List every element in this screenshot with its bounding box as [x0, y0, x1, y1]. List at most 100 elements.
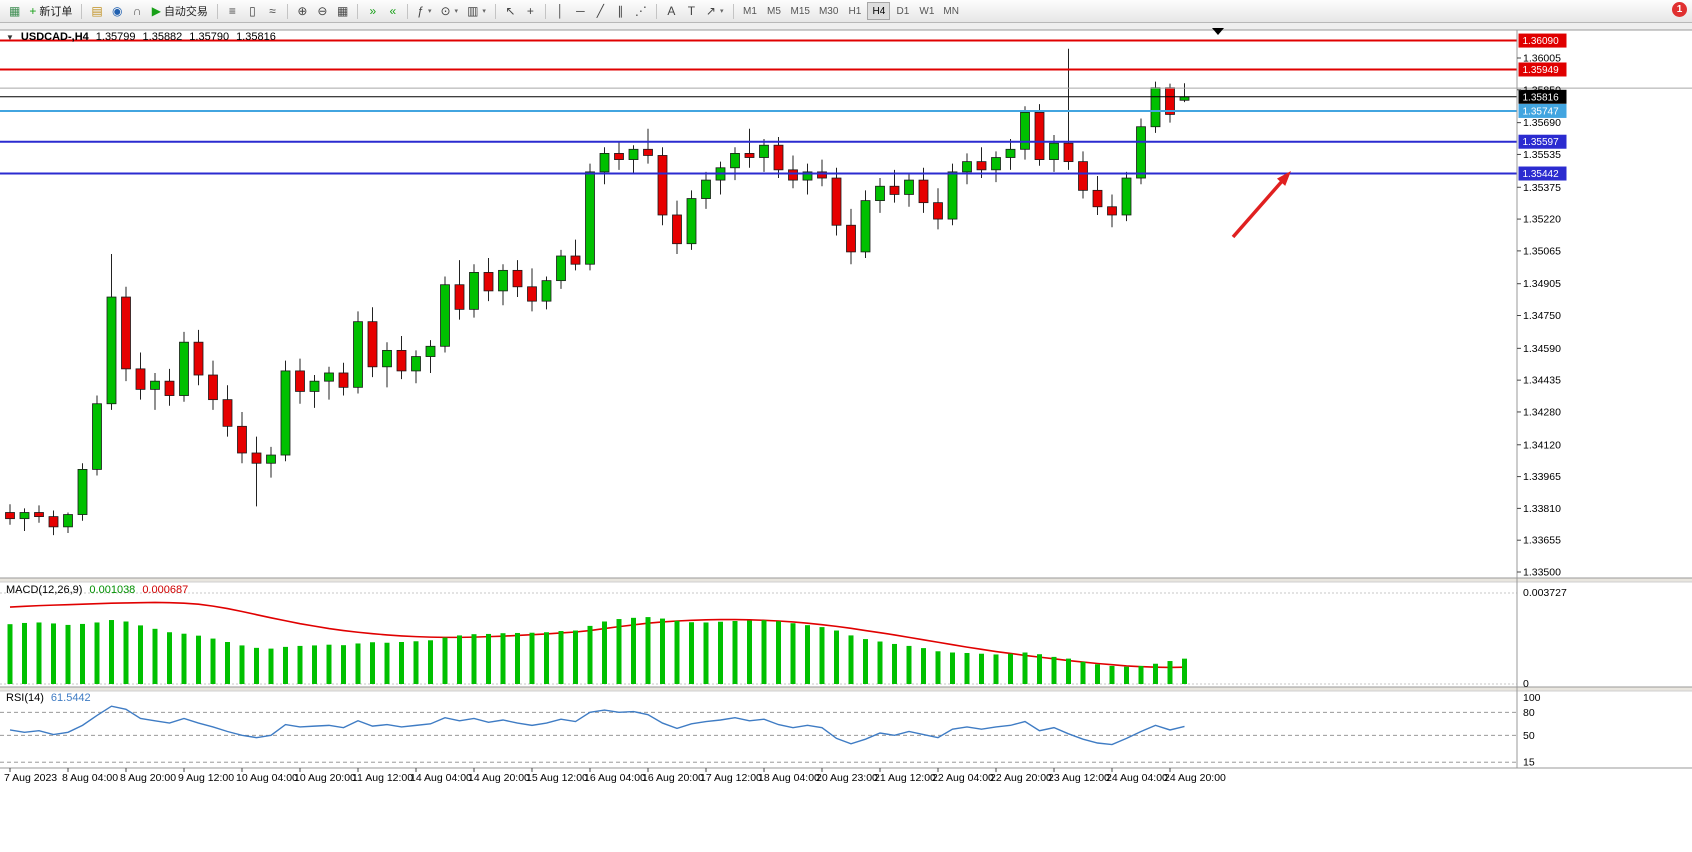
indicators-icon: ƒ [417, 4, 424, 18]
toolbar-separator [216, 3, 218, 19]
time-axis[interactable]: 7 Aug 2023 8 Aug 04:00 8 Aug 20:00 9 Aug 12… [0, 767, 1692, 784]
svg-text:1.35850: 1.35850 [1523, 84, 1561, 96]
svg-text:1.35816: 1.35816 [1523, 92, 1560, 103]
chart-menu-caret-icon[interactable]: ▼ [6, 33, 14, 42]
timeframe-button-w1[interactable]: W1 [915, 2, 938, 20]
svg-text:1.35690: 1.35690 [1523, 117, 1561, 129]
svg-text:10 Aug 20:00: 10 Aug 20:00 [294, 772, 356, 784]
periods-button[interactable]: ⊙ ▾ [436, 2, 462, 21]
ohlc-open: 1.35799 [95, 31, 136, 43]
autotrading-icon: ▶ [151, 4, 161, 18]
bar-chart-icon: ≡ [228, 4, 236, 18]
timeframe-button-h1[interactable]: H1 [843, 2, 866, 20]
toolbar: ▦ + 新订单 ▤ ◉ ∩ ▶ 自动交易 ≡ ▯ ≈ ⊕ ⊖ ▦» «ƒ ▾ ⊙ ▾ ▥ ▾ ↖ + │ ─ ╱ ∥ ⋰ A T ↗ ▾ M1… [0, 0, 1692, 23]
market-watch-icon: ◉ [111, 4, 123, 18]
text-button[interactable]: A [662, 2, 681, 21]
svg-text:24 Aug 20:00: 24 Aug 20:00 [1164, 772, 1226, 784]
horizontal-line-button[interactable]: ─ [571, 2, 590, 21]
line-chart-icon: ≈ [269, 4, 276, 18]
macd-label: MACD(12,26,9) [6, 584, 83, 596]
metaeditor-icon: ▤ [91, 4, 103, 18]
chart-header: ▼ USDCAD-,H4 1.35799 1.35882 1.35790 1.3… [6, 31, 276, 43]
indicators-button[interactable]: ƒ ▾ [413, 2, 435, 21]
new-order-button-label: 新订单 [39, 6, 73, 18]
macd-signal-line [9, 601, 1185, 669]
svg-text:17 Aug 12:00: 17 Aug 12:00 [700, 772, 762, 784]
svg-text:18 Aug 04:00: 18 Aug 04:00 [758, 772, 820, 784]
trendline-button[interactable]: ╱ [591, 2, 610, 21]
svg-text:50: 50 [1523, 730, 1535, 742]
svg-text:21 Aug 12:00: 21 Aug 12:00 [874, 772, 936, 784]
templates-button[interactable]: ▥ ▾ [463, 2, 490, 21]
tile-windows-button[interactable]: ▦ [333, 2, 352, 21]
crosshair-button[interactable]: + [521, 2, 540, 21]
equidistant-channel-icon: ∥ [617, 4, 624, 18]
candlestick-chart-button[interactable]: ▯ [243, 2, 262, 21]
dropdown-caret-icon: ▾ [719, 8, 724, 15]
new-chart-icon: ▦ [9, 4, 21, 18]
svg-text:1.35747: 1.35747 [1523, 106, 1560, 117]
chart-shift-marker [1212, 28, 1224, 35]
annotations[interactable] [1212, 28, 1291, 239]
autotrading-button-label: 自动交易 [163, 6, 208, 18]
svg-text:11 Aug 12:00: 11 Aug 12:00 [352, 772, 413, 784]
svg-text:24 Aug 04:00: 24 Aug 04:00 [1106, 772, 1168, 784]
timeframe-button-mn[interactable]: MN [939, 2, 963, 20]
new-order-button[interactable]: + 新订单 [25, 2, 76, 21]
chart-shift-icon: « [389, 4, 397, 18]
toolbar-group: ↖ + [501, 2, 540, 21]
metaeditor-button[interactable]: ▤ [87, 2, 106, 21]
timeframe-group: M1 M5 M15 M30 H1 H4 D1 W1 MN [739, 2, 963, 20]
macd-histogram [7, 617, 1187, 684]
toolbar-separator [407, 3, 409, 19]
horizontal-lines[interactable] [0, 39, 1692, 175]
cursor-button[interactable]: ↖ [501, 2, 520, 21]
price-axis[interactable]: 1.36005 1.35850 1.35690 1.35535 1.35375 1.352… [1516, 30, 1561, 768]
svg-text:20 Aug 23:00: 20 Aug 23:00 [816, 772, 878, 784]
toolbar-group: » « [363, 2, 402, 21]
equidistant-channel-button[interactable]: ∥ [611, 2, 630, 21]
rsi-panel: 100 80 50 15 [0, 692, 1541, 769]
arrows-button[interactable]: ↗ ▾ [702, 2, 728, 21]
fibonacci-button[interactable]: ⋰ [631, 2, 651, 21]
bar-chart-button[interactable]: ≡ [223, 2, 242, 21]
timeframe-button-m1[interactable]: M1 [739, 2, 762, 20]
fibonacci-icon: ⋰ [634, 4, 647, 18]
zoom-out-button[interactable]: ⊖ [313, 2, 332, 21]
line-chart-button[interactable]: ≈ [263, 2, 282, 21]
svg-text:15: 15 [1523, 757, 1535, 769]
pane-borders [0, 23, 1692, 692]
auto-scroll-button[interactable]: » [363, 2, 382, 21]
tile-windows-icon: ▦ [336, 4, 349, 18]
new-chart-button[interactable]: ▦ [5, 2, 24, 21]
vertical-line-icon: │ [556, 4, 565, 18]
toolbar-group: ▦ + 新订单 [5, 2, 76, 21]
toolbar-group: ≡ ▯ ≈ [223, 2, 282, 21]
text-label-button[interactable]: T [682, 2, 701, 21]
support-icon: ∩ [132, 4, 142, 18]
autotrading-button[interactable]: ▶ 自动交易 [148, 2, 212, 21]
rsi-label: RSI(14) [6, 692, 44, 704]
toolbar-separator [81, 3, 83, 19]
macd-value-main: 0.001038 [89, 584, 136, 596]
vertical-line-button[interactable]: │ [551, 2, 570, 21]
zoom-in-button[interactable]: ⊕ [293, 2, 312, 21]
timeframe-button-m15[interactable]: M15 [787, 2, 814, 20]
svg-text:1.34905: 1.34905 [1523, 278, 1561, 290]
trend-arrow [1231, 176, 1287, 239]
notification-badge[interactable]: 1 [1672, 2, 1687, 17]
zoom-in-icon: ⊕ [297, 4, 308, 18]
trendline-icon: ╱ [596, 4, 605, 18]
chart-shift-button[interactable]: « [383, 2, 402, 21]
timeframe-button-h4[interactable]: H4 [867, 2, 891, 20]
timeframe-button-m5[interactable]: M5 [763, 2, 786, 20]
timeframe-button-m30[interactable]: M30 [815, 2, 842, 20]
svg-text:14 Aug 20:00: 14 Aug 20:00 [468, 772, 530, 784]
market-watch-button[interactable]: ◉ [108, 2, 127, 21]
support-button[interactable]: ∩ [128, 2, 147, 21]
dropdown-caret-icon: ▾ [454, 8, 459, 15]
svg-text:1.36090: 1.36090 [1523, 36, 1560, 47]
timeframe-button-d1[interactable]: D1 [891, 2, 914, 20]
ohlc-close: 1.35816 [236, 31, 276, 43]
